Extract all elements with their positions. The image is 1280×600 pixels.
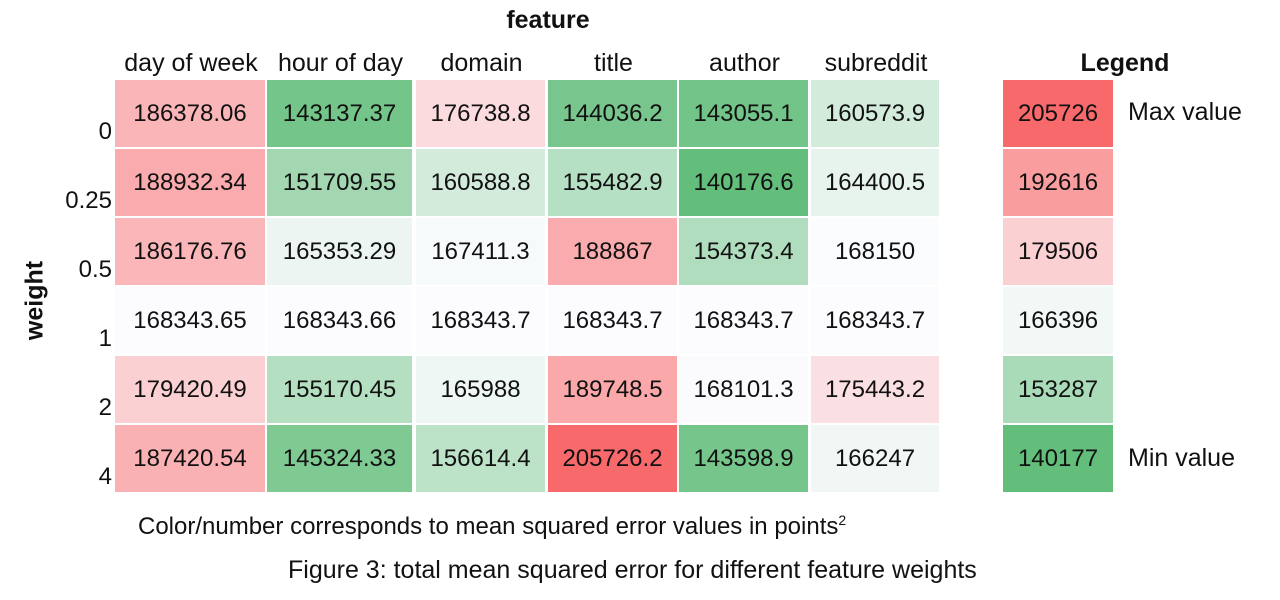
heatmap-cell: 168343.66 xyxy=(267,287,412,354)
legend-title: Legend xyxy=(1080,49,1170,77)
figure-caption: Figure 3: total mean squared error for d… xyxy=(288,556,977,584)
heatmap-cell: 175443.2 xyxy=(811,356,939,423)
heatmap-cell: 168343.7 xyxy=(811,287,939,354)
heatmap-cell: 154373.4 xyxy=(679,218,808,285)
column-header: title xyxy=(594,49,633,77)
row-header: 1 xyxy=(98,325,112,352)
row-header: 0.5 xyxy=(78,256,112,283)
heatmap-cell: 165353.29 xyxy=(267,218,412,285)
heatmap-cell: 167411.3 xyxy=(416,218,545,285)
heatmap-cell: 140176.6 xyxy=(679,149,808,216)
heatmap-cell: 168150 xyxy=(811,218,939,285)
heatmap-cell: 155170.45 xyxy=(267,356,412,423)
heatmap-cell: 168343.7 xyxy=(548,287,677,354)
heatmap-cell: 186176.76 xyxy=(115,218,265,285)
row-header: 0.25 xyxy=(65,187,112,214)
legend-swatch: 140177 xyxy=(1003,425,1113,492)
heatmap-cell: 187420.54 xyxy=(115,425,265,492)
weight-axis-title: weight xyxy=(20,260,49,341)
column-header: author xyxy=(709,49,780,77)
heatmap-cell: 205726.2 xyxy=(548,425,677,492)
heatmap-cell: 166247 xyxy=(811,425,939,492)
heatmap-cell: 168343.65 xyxy=(115,287,265,354)
legend-swatch: 192616 xyxy=(1003,149,1113,216)
heatmap-cell: 143137.37 xyxy=(267,80,412,147)
heatmap-cell: 186378.06 xyxy=(115,80,265,147)
units-note-superscript: 2 xyxy=(838,512,847,528)
heatmap-cell: 160573.9 xyxy=(811,80,939,147)
heatmap-cell: 188932.34 xyxy=(115,149,265,216)
heatmap-cell: 145324.33 xyxy=(267,425,412,492)
column-header: day of week xyxy=(124,49,258,77)
row-header: 4 xyxy=(98,463,112,490)
row-header: 2 xyxy=(98,394,112,421)
legend-max-label: Max value xyxy=(1128,98,1242,126)
legend-swatch: 179506 xyxy=(1003,218,1113,285)
heatmap-cell: 189748.5 xyxy=(548,356,677,423)
row-header: 0 xyxy=(98,118,112,145)
heatmap-cell: 164400.5 xyxy=(811,149,939,216)
heatmap-cell: 168101.3 xyxy=(679,356,808,423)
heatmap-cell: 179420.49 xyxy=(115,356,265,423)
heatmap-cell: 156614.4 xyxy=(416,425,545,492)
heatmap-cell: 143055.1 xyxy=(679,80,808,147)
heatmap-cell: 155482.9 xyxy=(548,149,677,216)
units-note: Color/number corresponds to mean squared… xyxy=(138,512,846,541)
legend-swatch: 166396 xyxy=(1003,287,1113,354)
heatmap-grid: 186378.06 143137.37 176738.8 144036.2 143055… xyxy=(115,80,943,495)
heatmap-cell: 176738.8 xyxy=(416,80,545,147)
heatmap-cell: 168343.7 xyxy=(416,287,545,354)
heatmap-cell: 188867 xyxy=(548,218,677,285)
column-header: hour of day xyxy=(277,49,404,77)
heatmap-cell: 168343.7 xyxy=(679,287,808,354)
heatmap-cell: 165988 xyxy=(416,356,545,423)
heatmap-cell: 144036.2 xyxy=(548,80,677,147)
column-header: subreddit xyxy=(824,49,928,77)
units-note-text: Color/number corresponds to mean squared… xyxy=(138,513,839,540)
legend-swatch: 153287 xyxy=(1003,356,1113,423)
heatmap-cell: 143598.9 xyxy=(679,425,808,492)
column-header: domain xyxy=(440,49,523,77)
feature-axis-title: feature xyxy=(506,6,590,34)
legend-min-label: Min value xyxy=(1128,444,1235,472)
legend-scale: 205726 192616 179506 166396 153287 140177 xyxy=(1003,80,1113,495)
heatmap-cell: 160588.8 xyxy=(416,149,545,216)
legend-swatch: 205726 xyxy=(1003,80,1113,147)
heatmap-cell: 151709.55 xyxy=(267,149,412,216)
